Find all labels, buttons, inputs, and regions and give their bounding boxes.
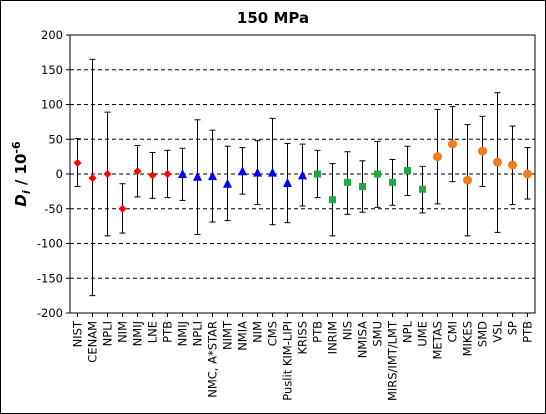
x-tick-label: NPLI [101,321,115,346]
marker-circle [523,169,532,179]
marker-square [404,167,411,175]
marker-circle [433,152,442,162]
grid-lines [70,69,535,279]
x-tick-label: NIM [116,321,130,343]
x-tick-label: CENAM [86,321,100,363]
marker-diamond [118,204,127,213]
x-tick-label: NPLI [191,321,205,346]
marker-square [359,183,366,191]
x-tick-label: NPL [401,320,415,343]
x-tick-label: CMS [266,321,280,346]
marker-triangle [208,171,217,181]
marker-triangle [178,169,187,178]
data-markers [73,139,532,213]
marker-triangle [268,167,277,177]
x-tick-label: SMU [371,321,385,347]
marker-triangle [238,166,247,176]
marker-square [419,185,426,193]
x-tick-label: KRISS [296,321,310,355]
y-tick-label: -50 [44,202,63,216]
x-tick-label: MIKES [461,321,475,356]
marker-diamond [73,158,82,167]
y-axis-label-rest: / 10 [12,154,30,191]
chart-title: 150 MPa [237,9,309,27]
x-tick-label: PTB [521,321,535,343]
y-tick-label: -100 [37,237,63,251]
x-tick-label: NMIJ [131,321,145,346]
x-tick-label: PTB [161,321,175,343]
x-tick-label: MIRS/IMT/LMT [386,320,400,401]
marker-triangle [223,178,232,188]
marker-circle [478,146,487,156]
x-tick-label: CMI [446,321,460,342]
x-tick-label: NIS [341,321,355,340]
y-tick-label: -200 [37,306,63,320]
x-axis-labels: NIST CENAM NPLI NIM NMIJ LNE PTB NMIJ NPLI NMC, A… [71,313,535,401]
x-tick-label: INRIM [326,321,340,354]
y-axis-label-sub: i [20,190,33,194]
marker-diamond [148,171,157,180]
x-tick-label: NIST [71,320,85,347]
x-tick-label: UME [416,321,430,347]
x-tick-label: PTB [311,321,325,343]
marker-triangle [283,178,292,188]
y-axis-label-sup: -6 [10,141,23,154]
x-tick-label: NMISA [356,321,370,358]
x-tick-label: VSL [491,320,505,342]
marker-diamond [133,167,142,176]
marker-circle [493,157,502,167]
x-tick-label: LNE [146,321,160,343]
x-tick-label: NMIJ [176,321,190,346]
x-tick-label: METAS [431,321,445,360]
marker-square [389,178,396,186]
x-tick-label: NMIA [236,321,250,351]
marker-circle [448,139,457,149]
x-tick-label: NIMT [221,320,235,350]
marker-circle [463,175,472,185]
y-axis-ticks: 200 150 100 50 0 -50 -100 -150 -200 [37,28,70,320]
marker-diamond [103,170,112,178]
marker-diamond [88,174,97,183]
marker-triangle [298,170,307,180]
marker-triangle [253,167,262,177]
x-tick-label: SMD [476,321,490,347]
y-tick-label: 50 [48,132,63,146]
marker-triangle [193,171,202,181]
y-tick-label: 0 [56,167,63,181]
marker-diamond [163,170,172,178]
marker-square [344,178,351,186]
marker-square [374,170,381,178]
x-tick-label: NMC, A*STAR [206,321,220,398]
y-axis-label-main: D [12,194,30,206]
x-tick-label: SP [506,321,520,335]
y-tick-label: 100 [41,98,63,112]
y-tick-label: 200 [41,28,63,42]
x-tick-label: Puslit KIM-LIPI [281,321,295,401]
marker-square [329,196,336,204]
marker-circle [508,160,517,170]
marker-square [314,170,321,178]
y-tick-label: -150 [37,271,63,285]
y-tick-label: 150 [41,63,63,77]
x-tick-label: NIM [251,321,265,343]
y-axis-label: Di / 10-6 [10,141,33,207]
